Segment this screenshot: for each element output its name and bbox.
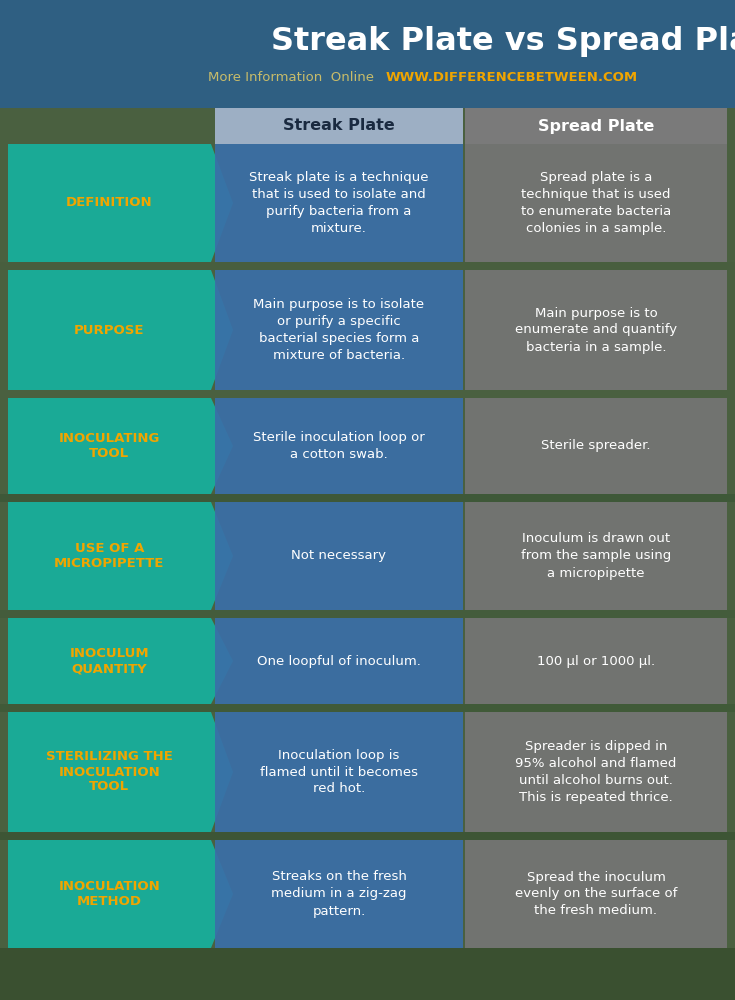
Text: STERILIZING THE
INOCULATION
TOOL: STERILIZING THE INOCULATION TOOL [46, 750, 173, 794]
Bar [215, 144, 463, 262]
Bar [465, 840, 727, 948]
Bar [215, 108, 463, 144]
Text: Streak plate is a technique
that is used to isolate and
purify bacteria from a
m: Streak plate is a technique that is used… [249, 171, 429, 235]
Bar [0, 704, 735, 712]
Text: DEFINITION: DEFINITION [66, 196, 153, 210]
Bar [0, 262, 735, 270]
Bar [215, 712, 463, 832]
Text: Main purpose is to isolate
or purify a specific
bacterial species form a
mixture: Main purpose is to isolate or purify a s… [254, 298, 425, 362]
Bar [465, 270, 727, 390]
Bar [215, 502, 463, 610]
Text: INOCULATION
METHOD: INOCULATION METHOD [58, 880, 160, 908]
Polygon shape [8, 502, 233, 610]
Polygon shape [8, 398, 233, 494]
Bar [465, 108, 727, 144]
Text: INOCULATING
TOOL: INOCULATING TOOL [59, 432, 160, 460]
Text: Spread Plate: Spread Plate [538, 118, 654, 133]
Bar [0, 610, 735, 618]
Bar [465, 144, 727, 262]
Text: Spreader is dipped in
95% alcohol and flamed
until alcohol burns out.
This is re: Spreader is dipped in 95% alcohol and fl… [515, 740, 677, 804]
Text: PURPOSE: PURPOSE [74, 324, 145, 336]
Text: USE OF A
MICROPIPETTE: USE OF A MICROPIPETTE [54, 542, 165, 570]
Text: Sterile spreader.: Sterile spreader. [541, 440, 650, 452]
Text: Sterile inoculation loop or
a cotton swab.: Sterile inoculation loop or a cotton swa… [253, 431, 425, 461]
Bar [215, 618, 463, 704]
Bar [0, 0, 735, 108]
Bar [0, 948, 735, 1000]
Bar [465, 502, 727, 610]
Text: Streak Plate: Streak Plate [283, 118, 395, 133]
Polygon shape [8, 840, 233, 948]
Polygon shape [8, 270, 233, 390]
Text: Not necessary: Not necessary [292, 550, 387, 562]
Bar [215, 398, 463, 494]
Bar [0, 390, 735, 398]
Text: Spread the inoculum
evenly on the surface of
the fresh medium.: Spread the inoculum evenly on the surfac… [514, 870, 677, 918]
Bar [215, 270, 463, 390]
Text: WWW.DIFFERENCEBETWEEN.COM: WWW.DIFFERENCEBETWEEN.COM [386, 71, 638, 84]
Text: One loopful of inoculum.: One loopful of inoculum. [257, 654, 421, 668]
Polygon shape [8, 144, 233, 262]
Polygon shape [8, 712, 233, 832]
Polygon shape [8, 618, 233, 704]
Text: Streak Plate vs Spread Plate: Streak Plate vs Spread Plate [271, 26, 735, 57]
Text: INOCULUM
QUANTITY: INOCULUM QUANTITY [69, 647, 149, 675]
Text: 100 μl or 1000 μl.: 100 μl or 1000 μl. [537, 654, 655, 668]
Text: Streaks on the fresh
medium in a zig-zag
pattern.: Streaks on the fresh medium in a zig-zag… [271, 870, 406, 918]
Bar [0, 494, 735, 502]
Bar [465, 618, 727, 704]
Bar [215, 840, 463, 948]
Text: Inoculum is drawn out
from the sample using
a micropipette: Inoculum is drawn out from the sample us… [521, 532, 671, 580]
Text: Main purpose is to
enumerate and quantify
bacteria in a sample.: Main purpose is to enumerate and quantif… [515, 306, 677, 354]
Text: Inoculation loop is
flamed until it becomes
red hot.: Inoculation loop is flamed until it beco… [260, 748, 418, 796]
Text: Spread plate is a
technique that is used
to enumerate bacteria
colonies in a sam: Spread plate is a technique that is used… [521, 171, 671, 235]
Bar [465, 712, 727, 832]
Bar [465, 398, 727, 494]
Text: More Information  Online: More Information Online [208, 71, 382, 84]
Bar [0, 832, 735, 840]
